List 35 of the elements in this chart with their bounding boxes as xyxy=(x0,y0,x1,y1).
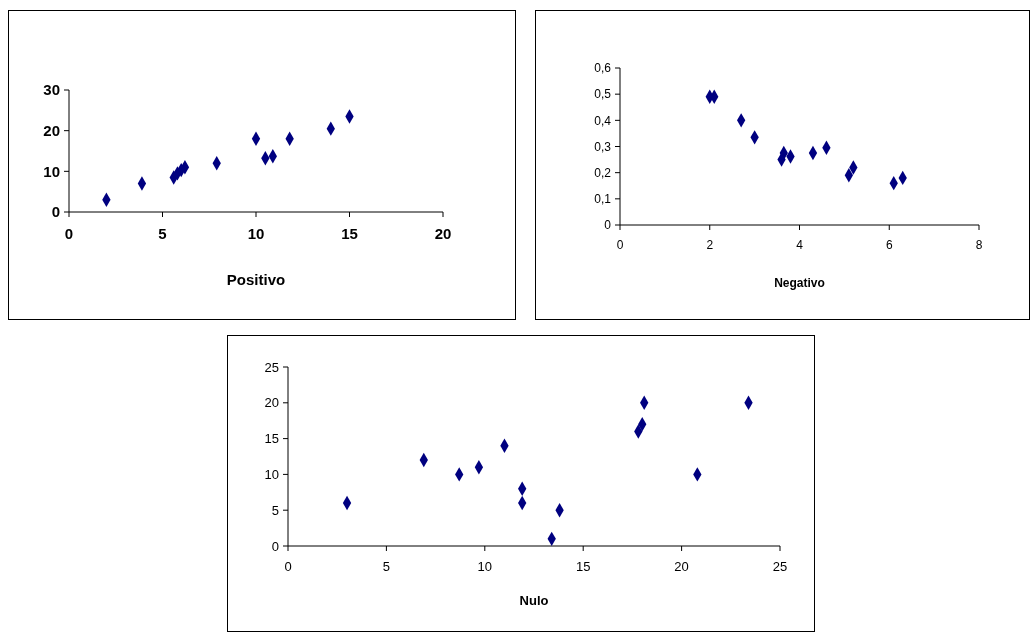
y-tick-label: 0 xyxy=(271,538,279,554)
x-tick-label: 20 xyxy=(674,559,689,574)
x-tick-label: 0 xyxy=(616,238,624,252)
y-tick-label: 0 xyxy=(51,203,60,221)
y-tick-label: 15 xyxy=(264,431,279,447)
y-tick-label: 10 xyxy=(43,162,60,180)
y-tick-label: 0,1 xyxy=(594,192,612,207)
x-tick-label: 6 xyxy=(885,238,893,252)
y-tick-label: 5 xyxy=(271,502,279,518)
y-tick-label: 0,2 xyxy=(594,165,612,180)
x-tick-label: 0 xyxy=(284,559,292,574)
y-tick-label: 25 xyxy=(264,359,279,375)
x-tick-label: 8 xyxy=(975,238,983,252)
x-axis-title: Nulo xyxy=(519,593,549,608)
x-axis-title: Negativo xyxy=(774,276,825,290)
x-tick-label: 20 xyxy=(434,225,452,242)
x-tick-label: 5 xyxy=(382,559,391,574)
x-tick-label: 10 xyxy=(247,225,265,242)
y-tick-label: 20 xyxy=(264,395,279,411)
x-tick-label: 15 xyxy=(341,225,358,242)
x-tick-label: 2 xyxy=(706,238,714,252)
y-tick-label: 0,3 xyxy=(594,139,612,154)
x-axis-title: Positivo xyxy=(226,271,286,288)
y-tick-label: 30 xyxy=(43,81,60,99)
x-tick-label: 5 xyxy=(158,225,167,242)
x-tick-label: 0 xyxy=(64,225,74,242)
x-tick-label: 15 xyxy=(575,559,591,574)
y-tick-label: 0,4 xyxy=(594,113,612,128)
y-tick-label: 0,5 xyxy=(594,87,612,102)
x-tick-label: 10 xyxy=(477,559,493,574)
y-tick-label: 20 xyxy=(43,121,60,139)
x-tick-label: 25 xyxy=(772,559,788,574)
y-tick-label: 10 xyxy=(264,466,279,482)
y-tick-label: 0,6 xyxy=(594,61,612,76)
x-tick-label: 4 xyxy=(796,238,804,252)
